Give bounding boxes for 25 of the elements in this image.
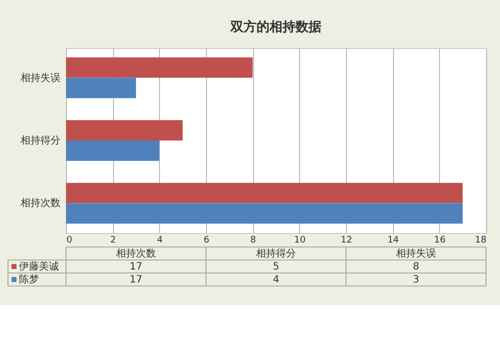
x-tick-label: 2 xyxy=(110,236,116,246)
x-tick-label: 8 xyxy=(250,236,256,246)
y-tick-label: 相持失误 xyxy=(20,72,60,84)
chart-title: 双方的相持数据 xyxy=(230,19,322,35)
text: 4 xyxy=(272,274,280,286)
category-label: 相持次数 xyxy=(116,248,156,260)
category-label: 相持得分 xyxy=(256,248,296,260)
text: 17 xyxy=(130,262,142,272)
x-tick-label: 18 xyxy=(475,236,487,246)
x-tick-label: 10 xyxy=(294,236,306,246)
text: 5 xyxy=(272,262,280,272)
x-tick-label: 0 xyxy=(66,236,72,246)
x-tick-label: 16 xyxy=(434,236,446,246)
text: 8 xyxy=(412,262,420,272)
category-label: 相持失误 xyxy=(396,248,436,260)
x-tick-label: 6 xyxy=(204,236,210,246)
legend-label: 伊藤美诚 xyxy=(19,260,59,272)
x-tick-label: 4 xyxy=(156,236,163,246)
x-tick-label: 12 xyxy=(340,236,352,246)
y-tick-label: 相持得分 xyxy=(20,134,60,146)
text: 3 xyxy=(412,274,420,286)
y-tick-label: 相持次数 xyxy=(20,197,60,210)
text: 17 xyxy=(130,274,142,286)
x-tick-label: 14 xyxy=(387,236,400,246)
legend-label: 陈梦 xyxy=(19,274,39,286)
